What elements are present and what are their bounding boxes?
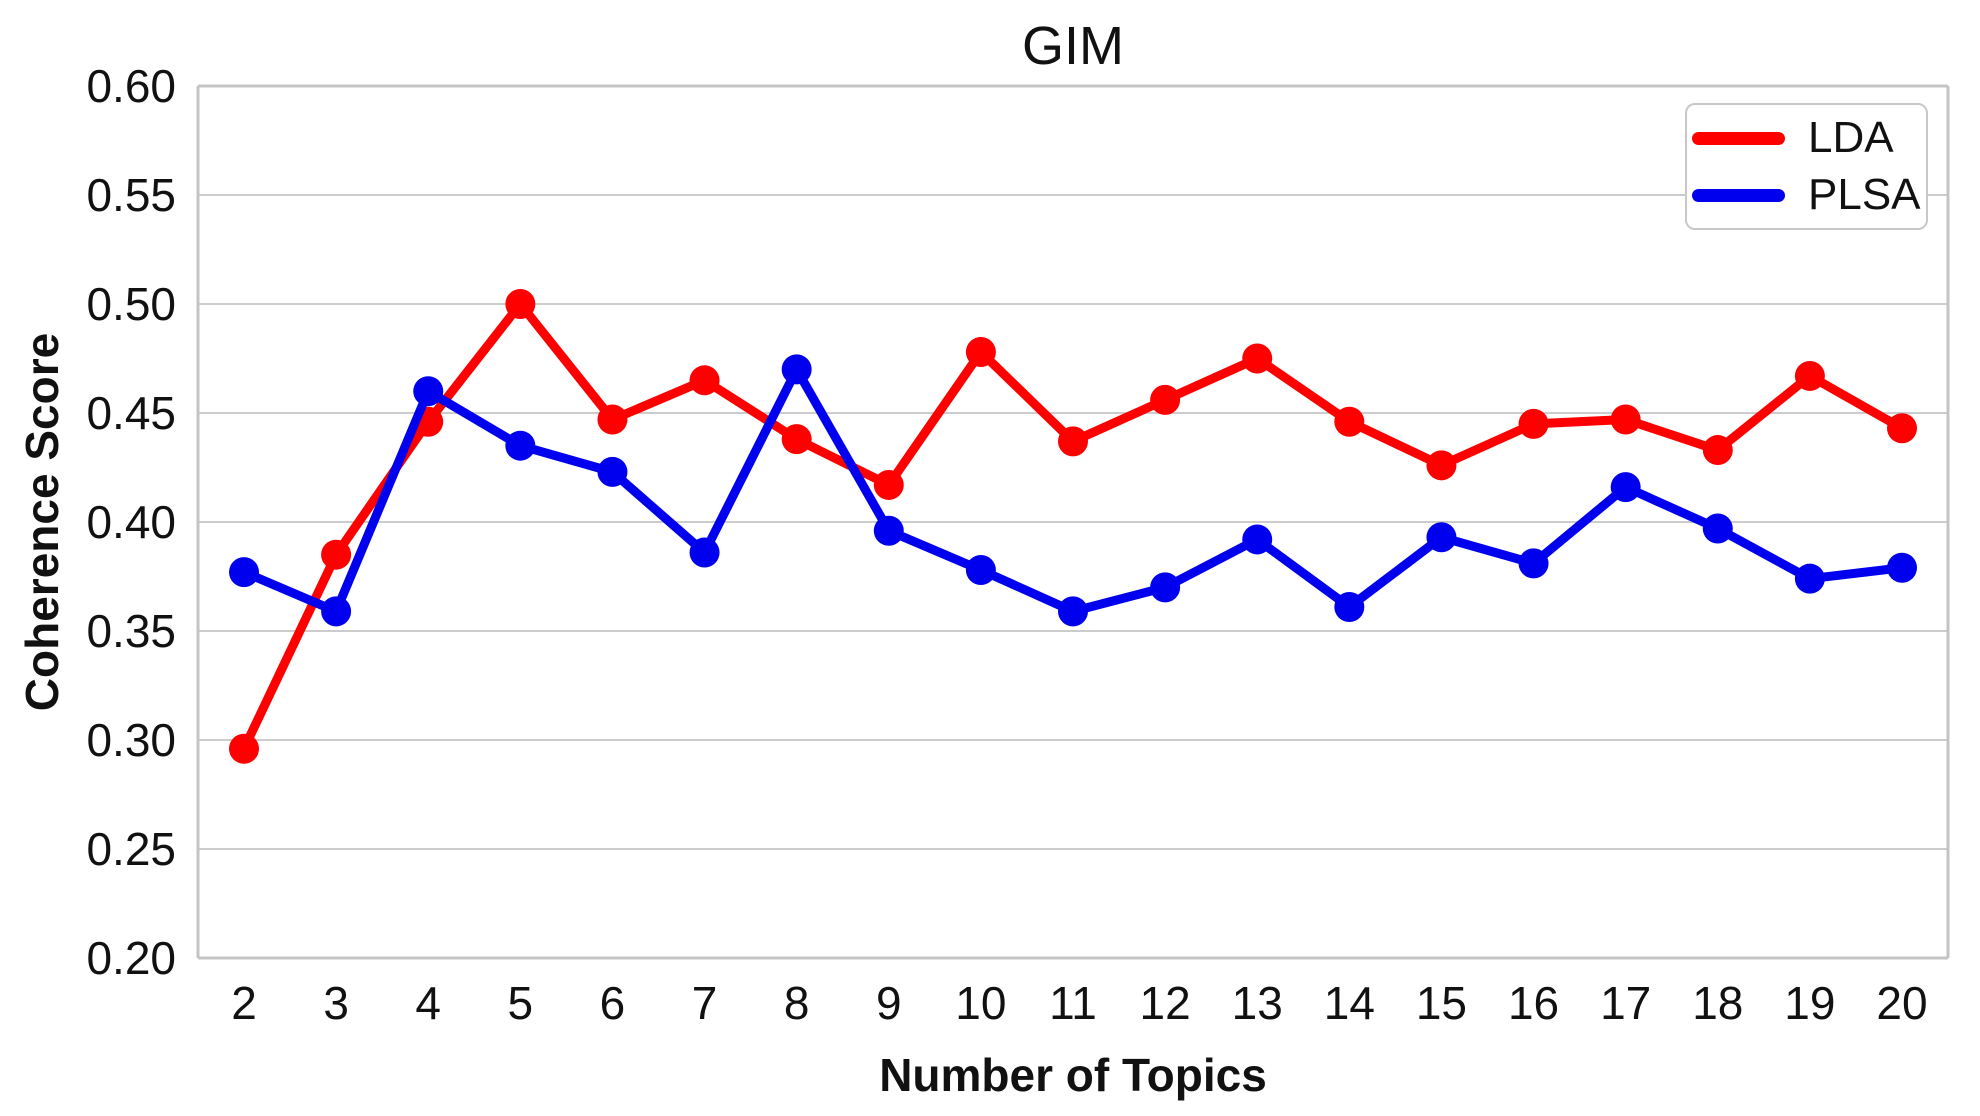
lda-marker <box>1518 408 1549 439</box>
lda-marker <box>229 733 259 764</box>
plsa-marker <box>1334 592 1365 623</box>
x-tick-label: 16 <box>1508 977 1559 1029</box>
plsa-legend-swatch <box>1692 188 1785 202</box>
plsa-marker <box>1426 522 1457 553</box>
legend-item-plsa: PLSA <box>1692 167 1926 224</box>
x-tick-label: 6 <box>600 977 626 1029</box>
plsa-marker <box>1058 596 1088 627</box>
legend-item-lda: LDA <box>1692 110 1926 167</box>
x-tick-label: 15 <box>1416 977 1467 1029</box>
x-tick-label: 9 <box>876 977 902 1029</box>
lda-marker <box>505 289 536 319</box>
plsa-marker <box>689 537 720 568</box>
lda-marker <box>597 404 628 435</box>
y-tick-label: 0.40 <box>86 496 176 548</box>
y-tick-label: 0.35 <box>86 605 176 657</box>
plsa-marker <box>1150 572 1181 603</box>
plsa-marker <box>965 554 996 585</box>
x-tick-label: 13 <box>1232 977 1283 1029</box>
plsa-marker <box>1242 524 1273 555</box>
lda-marker <box>965 336 996 367</box>
x-tick-label: 7 <box>692 977 718 1029</box>
x-tick-label: 2 <box>231 977 257 1029</box>
x-tick-label: 18 <box>1692 977 1743 1029</box>
lda-marker <box>781 424 812 455</box>
lda-marker <box>1887 413 1917 444</box>
lda-marker <box>1610 404 1641 435</box>
x-tick-label: 4 <box>415 977 441 1029</box>
plsa-marker <box>1518 548 1549 579</box>
lda-marker <box>1794 360 1825 391</box>
x-tick-label: 19 <box>1784 977 1835 1029</box>
plsa-marker <box>781 354 812 385</box>
plsa-marker <box>229 557 259 588</box>
plsa-legend-label: PLSA <box>1808 170 1921 219</box>
plsa-marker <box>413 376 444 407</box>
lda-marker <box>873 469 904 500</box>
x-tick-label: 12 <box>1140 977 1191 1029</box>
y-tick-label: 0.20 <box>86 932 176 984</box>
lda-marker <box>1150 384 1181 415</box>
y-tick-label: 0.50 <box>86 278 176 330</box>
x-tick-label: 5 <box>508 977 534 1029</box>
plsa-marker <box>1887 552 1917 583</box>
plsa-marker <box>321 596 352 627</box>
x-tick-label: 17 <box>1600 977 1651 1029</box>
lda-marker <box>1702 435 1733 466</box>
plsa-marker <box>597 456 628 487</box>
y-tick-label: 0.30 <box>86 714 176 766</box>
plsa-marker <box>873 515 904 546</box>
x-tick-label: 10 <box>955 977 1006 1029</box>
x-tick-label: 11 <box>1049 977 1097 1029</box>
x-tick-label: 3 <box>323 977 349 1029</box>
lda-marker <box>321 539 352 570</box>
y-tick-label: 0.60 <box>86 60 176 112</box>
y-tick-label: 0.25 <box>86 823 176 875</box>
y-axis-label: Coherence Score <box>16 332 68 712</box>
plsa-marker <box>505 430 536 461</box>
plsa-marker <box>1702 513 1733 544</box>
lda-legend-swatch <box>1692 131 1785 145</box>
y-tick-label: 0.45 <box>86 387 176 439</box>
y-tick-label: 0.55 <box>86 169 176 221</box>
x-tick-label: 14 <box>1324 977 1375 1029</box>
lda-marker <box>1058 426 1088 457</box>
plsa-marker <box>1794 563 1825 594</box>
lda-marker <box>1242 343 1273 374</box>
x-tick-label: 8 <box>784 977 810 1029</box>
x-axis-label: Number of Topics <box>879 1049 1267 1101</box>
plsa-marker <box>1610 472 1641 503</box>
legend: LDA PLSA <box>1685 103 1928 230</box>
lda-marker <box>1334 406 1365 437</box>
lda-marker <box>1426 450 1457 481</box>
x-tick-label: 20 <box>1876 977 1927 1029</box>
chart-title: GIM <box>1022 16 1124 76</box>
lda-marker <box>689 365 720 396</box>
lda-legend-label: LDA <box>1808 113 1894 162</box>
